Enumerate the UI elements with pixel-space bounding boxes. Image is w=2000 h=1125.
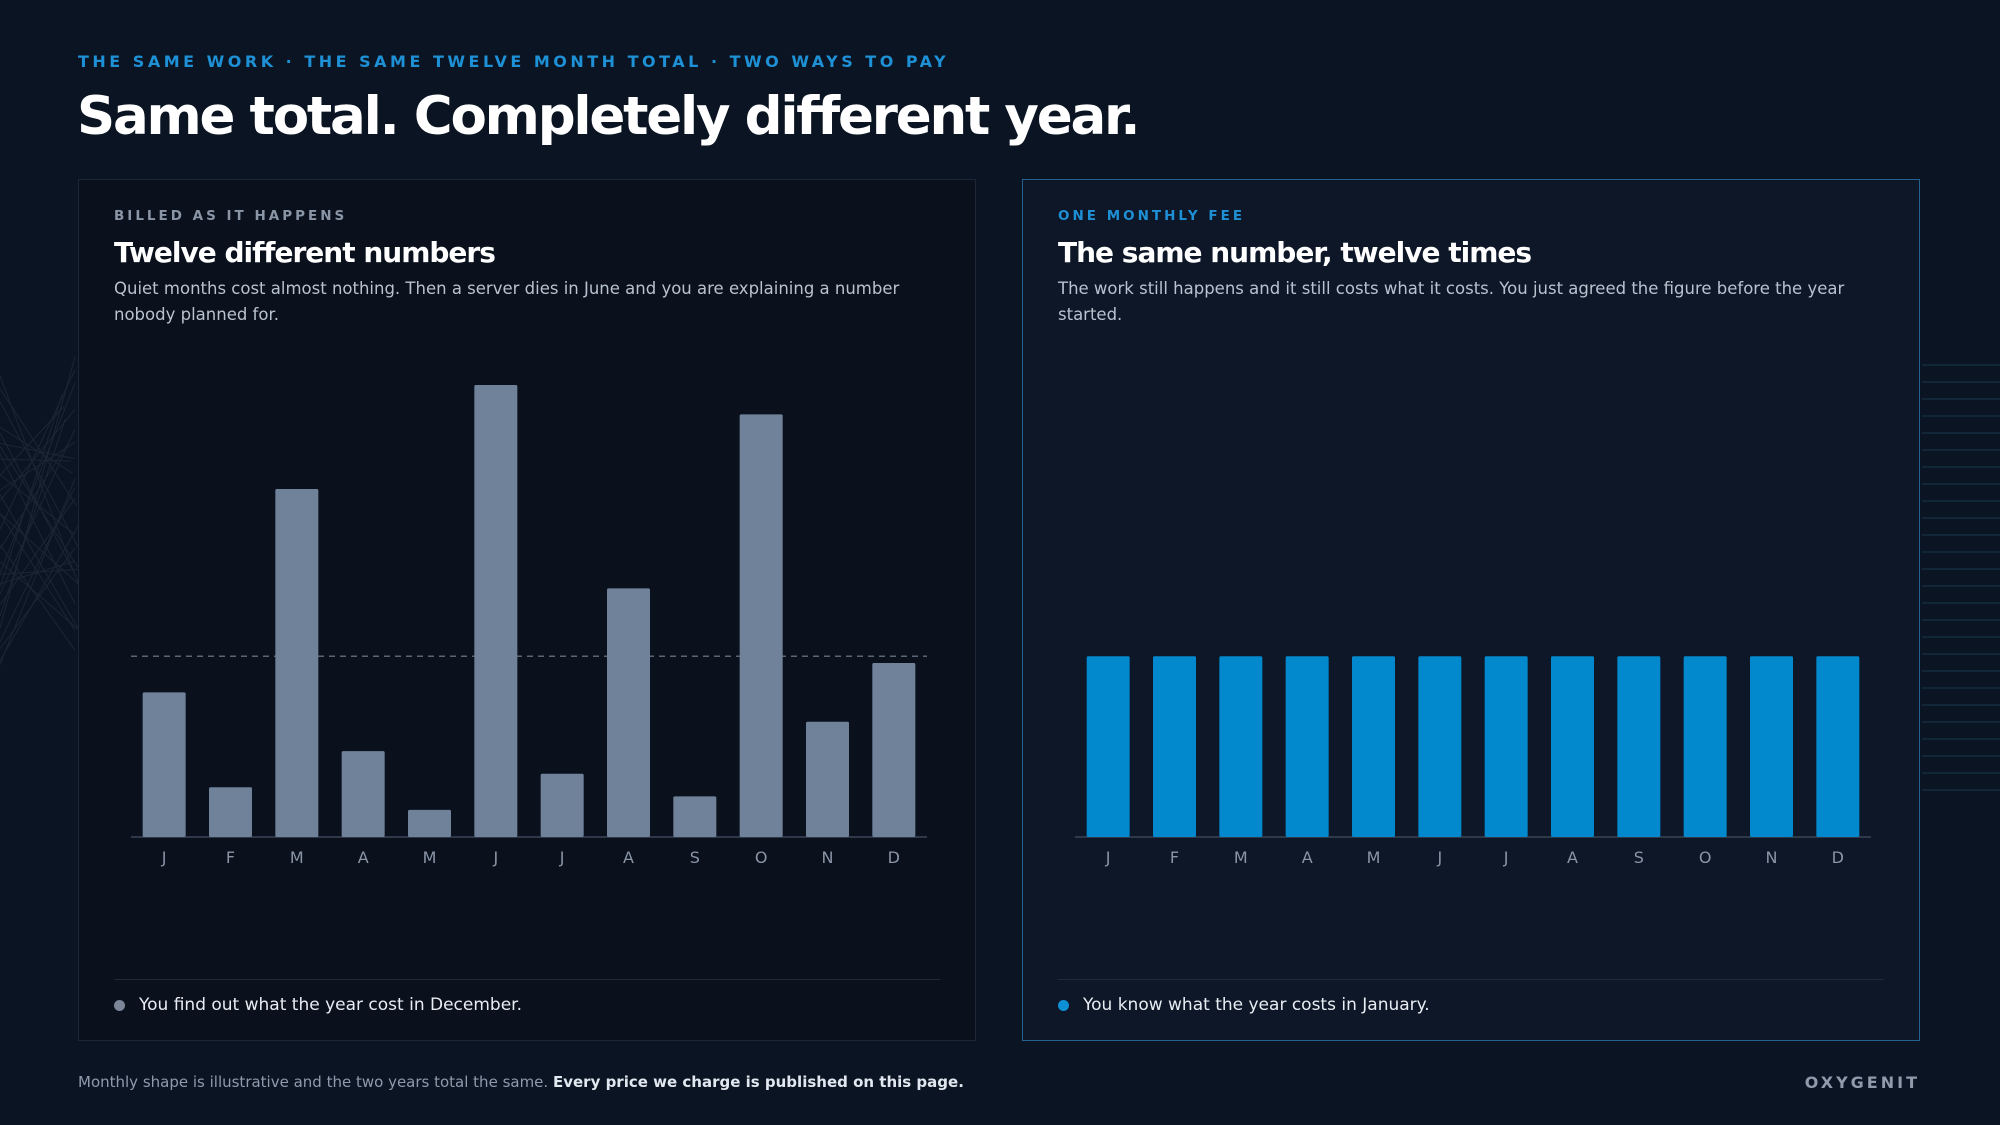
bar-0 — [142, 692, 186, 837]
footer-note-text: Monthly shape is illustrative and the tw… — [78, 1073, 549, 1091]
x-tick-label: F — [226, 848, 235, 867]
x-tick-label: J — [492, 848, 498, 867]
page-eyebrow: THE SAME WORK · THE SAME TWELVE MONTH TO… — [78, 52, 950, 71]
footnote-text: You find out what the year cost in Decem… — [139, 995, 522, 1015]
x-tick-label: J — [1436, 848, 1442, 867]
bar-2 — [1219, 656, 1263, 837]
bar-1 — [209, 787, 252, 837]
x-tick-label: M — [1234, 848, 1248, 867]
x-tick-label: J — [161, 848, 167, 867]
bar-5 — [1418, 656, 1462, 837]
bar-7 — [607, 588, 650, 837]
bar-8 — [1617, 656, 1661, 837]
billed-as-it-happens-panel: BILLED AS IT HAPPENS Twelve different nu… — [78, 179, 976, 1041]
panel-eyebrow: ONE MONTHLY FEE — [1058, 208, 1246, 224]
page-title: Same total. Completely different year. — [77, 86, 1141, 147]
bar-2 — [275, 488, 319, 837]
footnote-text: You know what the year costs in January. — [1083, 995, 1430, 1015]
bar-10 — [1750, 656, 1793, 837]
x-tick-label: N — [1766, 848, 1778, 867]
x-tick-label: A — [1302, 848, 1313, 867]
panel-title: The same number, twelve times — [1058, 236, 1532, 269]
bar-5 — [474, 385, 518, 837]
x-tick-label: N — [822, 848, 834, 867]
x-tick-label: S — [690, 848, 700, 867]
bullet-dot — [114, 999, 125, 1011]
x-tick-label: A — [358, 848, 369, 867]
x-tick-label: M — [1367, 848, 1381, 867]
panel-description: Quiet months cost almost nothing. Then a… — [114, 279, 900, 324]
bar-8 — [673, 796, 717, 837]
x-tick-label: J — [559, 848, 565, 867]
bar-1 — [1153, 656, 1196, 837]
footer-note: Monthly shape is illustrative and the tw… — [78, 1073, 964, 1091]
x-tick-label: A — [623, 848, 634, 867]
panel-description: The work still happens and it still cost… — [1058, 279, 1845, 324]
bar-11 — [872, 662, 916, 837]
bar-3 — [1285, 656, 1329, 837]
bar-7 — [1551, 656, 1594, 837]
x-tick-label: O — [1699, 848, 1712, 867]
bullet-dot — [1058, 999, 1069, 1011]
panel-eyebrow: BILLED AS IT HAPPENS — [114, 208, 348, 224]
panel-footnote: You find out what the year cost in Decem… — [114, 995, 522, 1015]
x-tick-label: S — [1634, 848, 1644, 867]
x-tick-label: O — [755, 848, 768, 867]
x-tick-label: J — [1105, 848, 1111, 867]
panel-title: Twelve different numbers — [114, 236, 496, 269]
x-tick-label: J — [1503, 848, 1509, 867]
bar-4 — [408, 809, 451, 837]
x-tick-label: D — [1832, 848, 1844, 867]
footer-note-bold: Every price we charge is published on th… — [552, 1073, 964, 1091]
bar-6 — [540, 773, 584, 837]
bar-3 — [341, 751, 385, 837]
bar-4 — [1352, 656, 1395, 837]
x-tick-label: M — [423, 848, 437, 867]
x-tick-label: F — [1170, 848, 1179, 867]
bar-11 — [1816, 656, 1860, 837]
panel-footnote: You know what the year costs in January. — [1058, 995, 1430, 1015]
x-tick-label: M — [290, 848, 304, 867]
x-tick-label: D — [888, 848, 900, 867]
x-tick-label: A — [1567, 848, 1578, 867]
divider — [1058, 979, 1884, 980]
bar-10 — [806, 721, 849, 837]
bar-9 — [739, 414, 783, 837]
brand-logo: OXYGENIT — [1804, 1073, 1920, 1092]
bar-6 — [1484, 656, 1528, 837]
bar-0 — [1086, 656, 1130, 837]
one-monthly-fee-panel: ONE MONTHLY FEE The same number, twelve … — [1022, 179, 1920, 1041]
divider — [114, 979, 940, 980]
bar-9 — [1683, 656, 1727, 837]
